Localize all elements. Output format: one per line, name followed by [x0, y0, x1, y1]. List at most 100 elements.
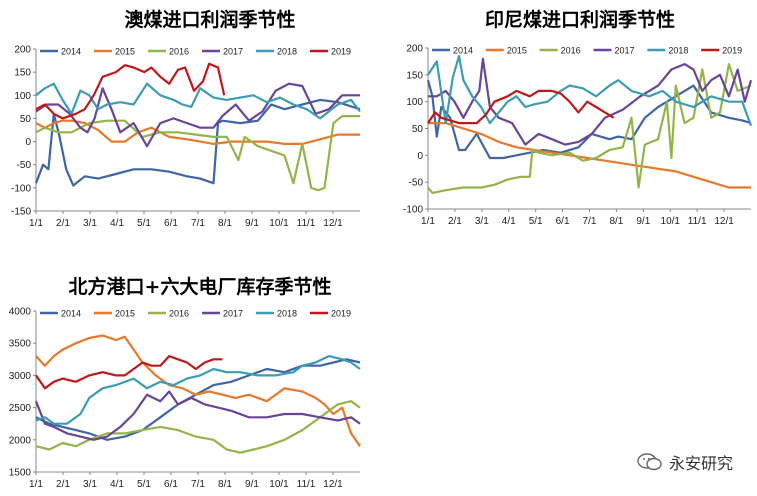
x-tick-label: 10/1 — [661, 216, 681, 227]
y-tick-label: 200 — [14, 45, 31, 56]
y-tick-label: 4000 — [9, 307, 32, 318]
y-tick-label: -100 — [403, 205, 423, 216]
series-line-2017 — [34, 390, 361, 441]
series-line-2019 — [35, 355, 223, 390]
y-tick-label: -50 — [409, 178, 424, 189]
legend-label-2018: 2018 — [277, 47, 297, 57]
legend-label-2015: 2015 — [115, 309, 135, 319]
legend-label-2019: 2019 — [331, 47, 351, 57]
x-tick-label: 6/1 — [556, 216, 570, 227]
chart-title-stock: 北方港口+六大电厂库存季节性 — [68, 276, 332, 298]
x-tick-label: 8/1 — [218, 479, 232, 490]
x-tick-label: 7/1 — [583, 216, 597, 227]
series-line-2018 — [35, 82, 361, 120]
legend-label-2015: 2015 — [115, 47, 135, 57]
x-tick-label: 8/1 — [609, 216, 623, 227]
series-line-2018 — [35, 355, 361, 425]
y-tick-label: -150 — [11, 207, 31, 218]
y-tick-label: 2000 — [9, 435, 32, 446]
x-tick-label: 11/1 — [688, 216, 707, 227]
x-tick-label: 1/1 — [421, 216, 435, 227]
x-tick-label: 7/1 — [191, 218, 205, 229]
y-tick-label: -100 — [11, 183, 31, 194]
legend-label-2018: 2018 — [277, 309, 297, 319]
x-tick-label: 8/1 — [218, 218, 232, 229]
x-tick-label: 4/1 — [110, 479, 124, 490]
x-tick-label: 4/1 — [502, 216, 516, 227]
x-tick-label: 3/1 — [475, 216, 489, 227]
x-tick-label: 9/1 — [245, 479, 259, 490]
x-tick-label: 5/1 — [137, 218, 151, 229]
series-line-2018 — [427, 55, 753, 127]
y-tick-label: 1500 — [9, 468, 32, 479]
y-tick-label: 100 — [14, 91, 31, 102]
x-tick-label: 12/1 — [323, 218, 343, 229]
legend-label-2018: 2018 — [668, 46, 688, 56]
y-tick-label: 3500 — [9, 339, 32, 350]
x-tick-label: 2/1 — [56, 218, 70, 229]
series-line-2017 — [428, 57, 753, 146]
series-line-2019 — [35, 62, 226, 120]
legend-label-2019: 2019 — [722, 46, 742, 56]
x-tick-label: 2/1 — [448, 216, 462, 227]
chart-title-indo: 印尼煤进口利润季节性 — [484, 9, 675, 31]
x-tick-label: 12/1 — [323, 479, 343, 490]
x-tick-label: 5/1 — [529, 216, 543, 227]
series-line-2014 — [34, 98, 361, 187]
series-line-2016 — [35, 400, 361, 454]
x-tick-label: 5/1 — [137, 479, 151, 490]
watermark: 永安研究 — [637, 450, 733, 474]
legend-label-2017: 2017 — [223, 309, 243, 319]
series-line-2016 — [427, 62, 752, 194]
x-tick-label: 11/1 — [297, 479, 316, 490]
legend-label-2017: 2017 — [615, 46, 635, 56]
series-line-2014 — [35, 358, 361, 441]
series-line-2019 — [427, 89, 615, 125]
series-line-2015 — [35, 334, 361, 447]
y-tick-label: -50 — [17, 160, 32, 171]
legend-label-2014: 2014 — [453, 46, 473, 56]
y-tick-label: 200 — [406, 44, 423, 55]
x-tick-label: 2/1 — [56, 479, 70, 490]
series-line-2017 — [35, 82, 360, 148]
x-tick-label: 4/1 — [110, 218, 124, 229]
x-tick-label: 1/1 — [29, 479, 43, 490]
series-line-2014 — [426, 79, 752, 160]
wechat-icon — [637, 453, 662, 471]
y-tick-label: 100 — [406, 97, 423, 108]
y-tick-label: 150 — [406, 70, 423, 81]
x-tick-label: 9/1 — [245, 218, 259, 229]
x-tick-label: 6/1 — [164, 218, 178, 229]
legend-label-2014: 2014 — [61, 309, 81, 319]
x-tick-label: 11/1 — [297, 218, 316, 229]
y-tick-label: 0 — [417, 151, 423, 162]
x-tick-label: 10/1 — [269, 479, 289, 490]
chart-title-aus: 澳煤进口利润季节性 — [124, 9, 296, 31]
x-tick-label: 7/1 — [191, 479, 205, 490]
y-tick-label: 50 — [412, 124, 424, 135]
legend-label-2016: 2016 — [169, 47, 189, 57]
legend-label-2016: 2016 — [169, 309, 189, 319]
x-tick-label: 9/1 — [636, 216, 650, 227]
y-tick-label: 2500 — [9, 403, 32, 414]
x-tick-label: 12/1 — [714, 216, 734, 227]
x-tick-label: 3/1 — [83, 479, 97, 490]
y-tick-label: 3000 — [9, 371, 32, 382]
series-line-2015 — [35, 119, 360, 145]
watermark-text: 永安研究 — [668, 454, 733, 473]
x-tick-label: 1/1 — [29, 218, 43, 229]
y-tick-label: 150 — [14, 68, 31, 79]
x-tick-label: 10/1 — [269, 218, 289, 229]
legend-label-2014: 2014 — [61, 47, 81, 57]
legend-label-2017: 2017 — [223, 47, 243, 57]
y-tick-label: 0 — [25, 137, 31, 148]
x-tick-label: 6/1 — [164, 479, 178, 490]
y-tick-label: 50 — [20, 114, 32, 125]
legend-label-2016: 2016 — [561, 46, 581, 56]
legend-label-2019: 2019 — [331, 309, 351, 319]
series-line-2015 — [428, 122, 751, 189]
legend-label-2015: 2015 — [507, 46, 527, 56]
